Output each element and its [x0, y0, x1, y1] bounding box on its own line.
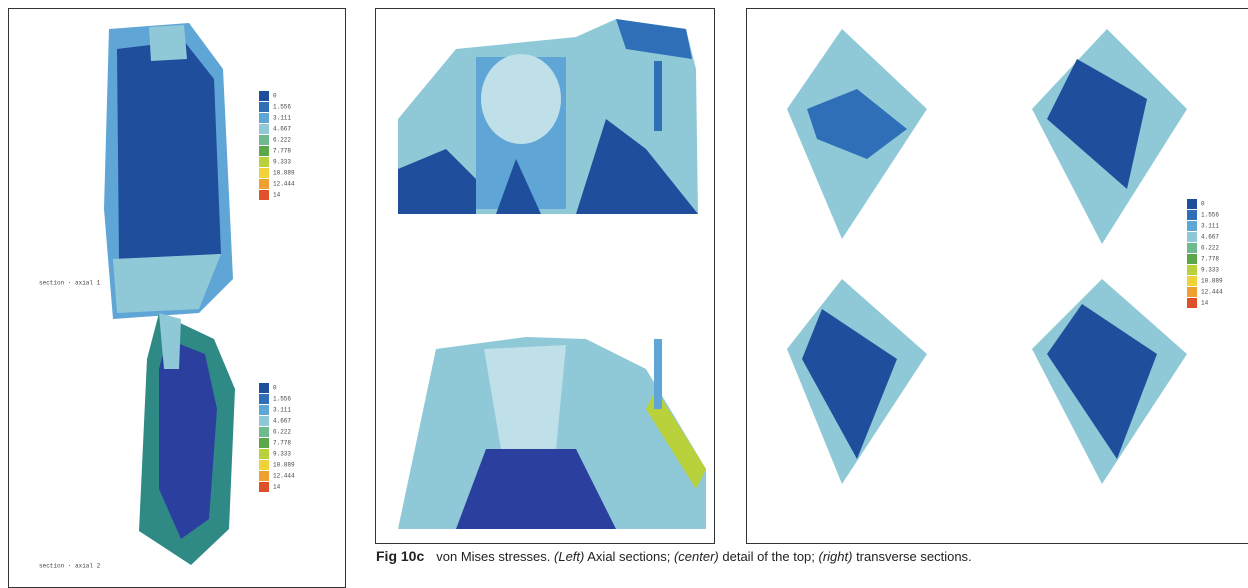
legend-swatch — [259, 113, 269, 123]
legend-swatch — [259, 427, 269, 437]
legend-label: 0 — [1201, 201, 1205, 208]
legend-swatch — [1187, 232, 1197, 242]
legend-label: 14 — [273, 484, 281, 491]
legend-swatch — [1187, 243, 1197, 253]
section-3 — [787, 279, 927, 484]
legend-label: 0 — [273, 93, 277, 100]
legend-swatch — [259, 471, 269, 481]
legend-label: 4.667 — [273, 126, 291, 133]
caption-text: detail of the top; — [719, 549, 819, 564]
legend-swatch — [259, 135, 269, 145]
legend-swatch — [259, 416, 269, 426]
svg-text:section · axial 2: section · axial 2 — [39, 563, 101, 570]
legend-swatch — [259, 146, 269, 156]
legend-swatch — [1187, 199, 1197, 209]
legend-label: 3.111 — [1201, 223, 1219, 230]
section-4 — [1032, 279, 1187, 484]
caption-text: (center) — [674, 549, 719, 564]
legend: 0 1.556 3.111 4.667 6.222 7.778 9.333 10.889 12.… — [259, 383, 295, 492]
legend-swatch — [259, 383, 269, 393]
legend-label: 12.444 — [273, 181, 295, 188]
transverse-sections: 0 1.556 3.111 4.667 6.222 7.778 9.333 10.889 12.… — [747, 9, 1248, 544]
legend-label: 12.444 — [273, 473, 295, 480]
legend: 0 1.556 3.111 4.667 6.222 7.778 9.333 10.889 12.… — [1187, 199, 1223, 308]
legend-swatch — [259, 190, 269, 200]
legend-label: 14 — [1201, 300, 1209, 307]
legend-label: 10.889 — [1201, 278, 1223, 285]
legend-swatch — [1187, 276, 1197, 286]
legend-label: 3.111 — [273, 407, 291, 414]
legend-swatch — [1187, 298, 1197, 308]
legend-label: 0 — [273, 385, 277, 392]
legend-swatch — [1187, 287, 1197, 297]
legend-swatch — [1187, 221, 1197, 231]
center-panel — [375, 8, 715, 544]
section-1 — [787, 29, 927, 239]
svg-text:section · axial 1: section · axial 1 — [39, 280, 101, 287]
legend-swatch — [259, 449, 269, 459]
caption-text: (right) — [819, 549, 853, 564]
legend-label: 1.556 — [273, 104, 291, 111]
caption-label: Fig 10c — [376, 548, 424, 564]
legend-label: 10.889 — [273, 462, 295, 469]
legend-label: 9.333 — [273, 159, 291, 166]
legend-label: 6.222 — [1201, 245, 1219, 252]
legend-label: 7.778 — [273, 440, 291, 447]
legend-swatch — [259, 460, 269, 470]
left-panel: section · axial 1 section · axial 2 0 1.5… — [8, 8, 346, 588]
legend-swatch — [259, 168, 269, 178]
right-panel: 0 1.556 3.111 4.667 6.222 7.778 9.333 10.889 12.… — [746, 8, 1248, 544]
legend-swatch — [259, 394, 269, 404]
legend-swatch — [259, 482, 269, 492]
legend-label: 6.222 — [273, 429, 291, 436]
legend-label: 7.778 — [273, 148, 291, 155]
legend-label: 10.889 — [273, 170, 295, 177]
axial-sections: section · axial 1 section · axial 2 0 1.5… — [9, 9, 346, 588]
top-detail — [376, 9, 715, 544]
legend-swatch — [1187, 210, 1197, 220]
legend-label: 9.333 — [273, 451, 291, 458]
legend-label: 14 — [273, 192, 281, 199]
legend-swatch — [259, 91, 269, 101]
legend-label: 4.667 — [1201, 234, 1219, 241]
legend-label: 6.222 — [273, 137, 291, 144]
legend-label: 1.556 — [1201, 212, 1219, 219]
caption-text: transverse sections. — [852, 549, 971, 564]
legend-swatch — [259, 124, 269, 134]
legend-swatch — [259, 102, 269, 112]
legend-swatch — [1187, 254, 1197, 264]
legend: 0 1.556 3.111 4.667 6.222 7.778 9.333 10.889 12.… — [259, 91, 295, 200]
legend-swatch — [259, 179, 269, 189]
caption-text: von Mises stresses. — [436, 549, 554, 564]
legend-label: 4.667 — [273, 418, 291, 425]
legend-swatch — [259, 157, 269, 167]
legend-label: 12.444 — [1201, 289, 1223, 296]
legend-swatch — [259, 438, 269, 448]
legend-label: 7.778 — [1201, 256, 1219, 263]
legend-swatch — [1187, 265, 1197, 275]
section-2 — [1032, 29, 1187, 244]
legend-label: 1.556 — [273, 396, 291, 403]
page: section · axial 1 section · axial 2 0 1.5… — [0, 0, 1248, 574]
legend-swatch — [259, 405, 269, 415]
figure-caption: Fig 10c von Mises stresses. (Left) Axial … — [376, 548, 1248, 565]
legend-label: 9.333 — [1201, 267, 1219, 274]
caption-text: Axial sections; — [584, 549, 674, 564]
legend-label: 3.111 — [273, 115, 291, 122]
caption-text: (Left) — [554, 549, 584, 564]
